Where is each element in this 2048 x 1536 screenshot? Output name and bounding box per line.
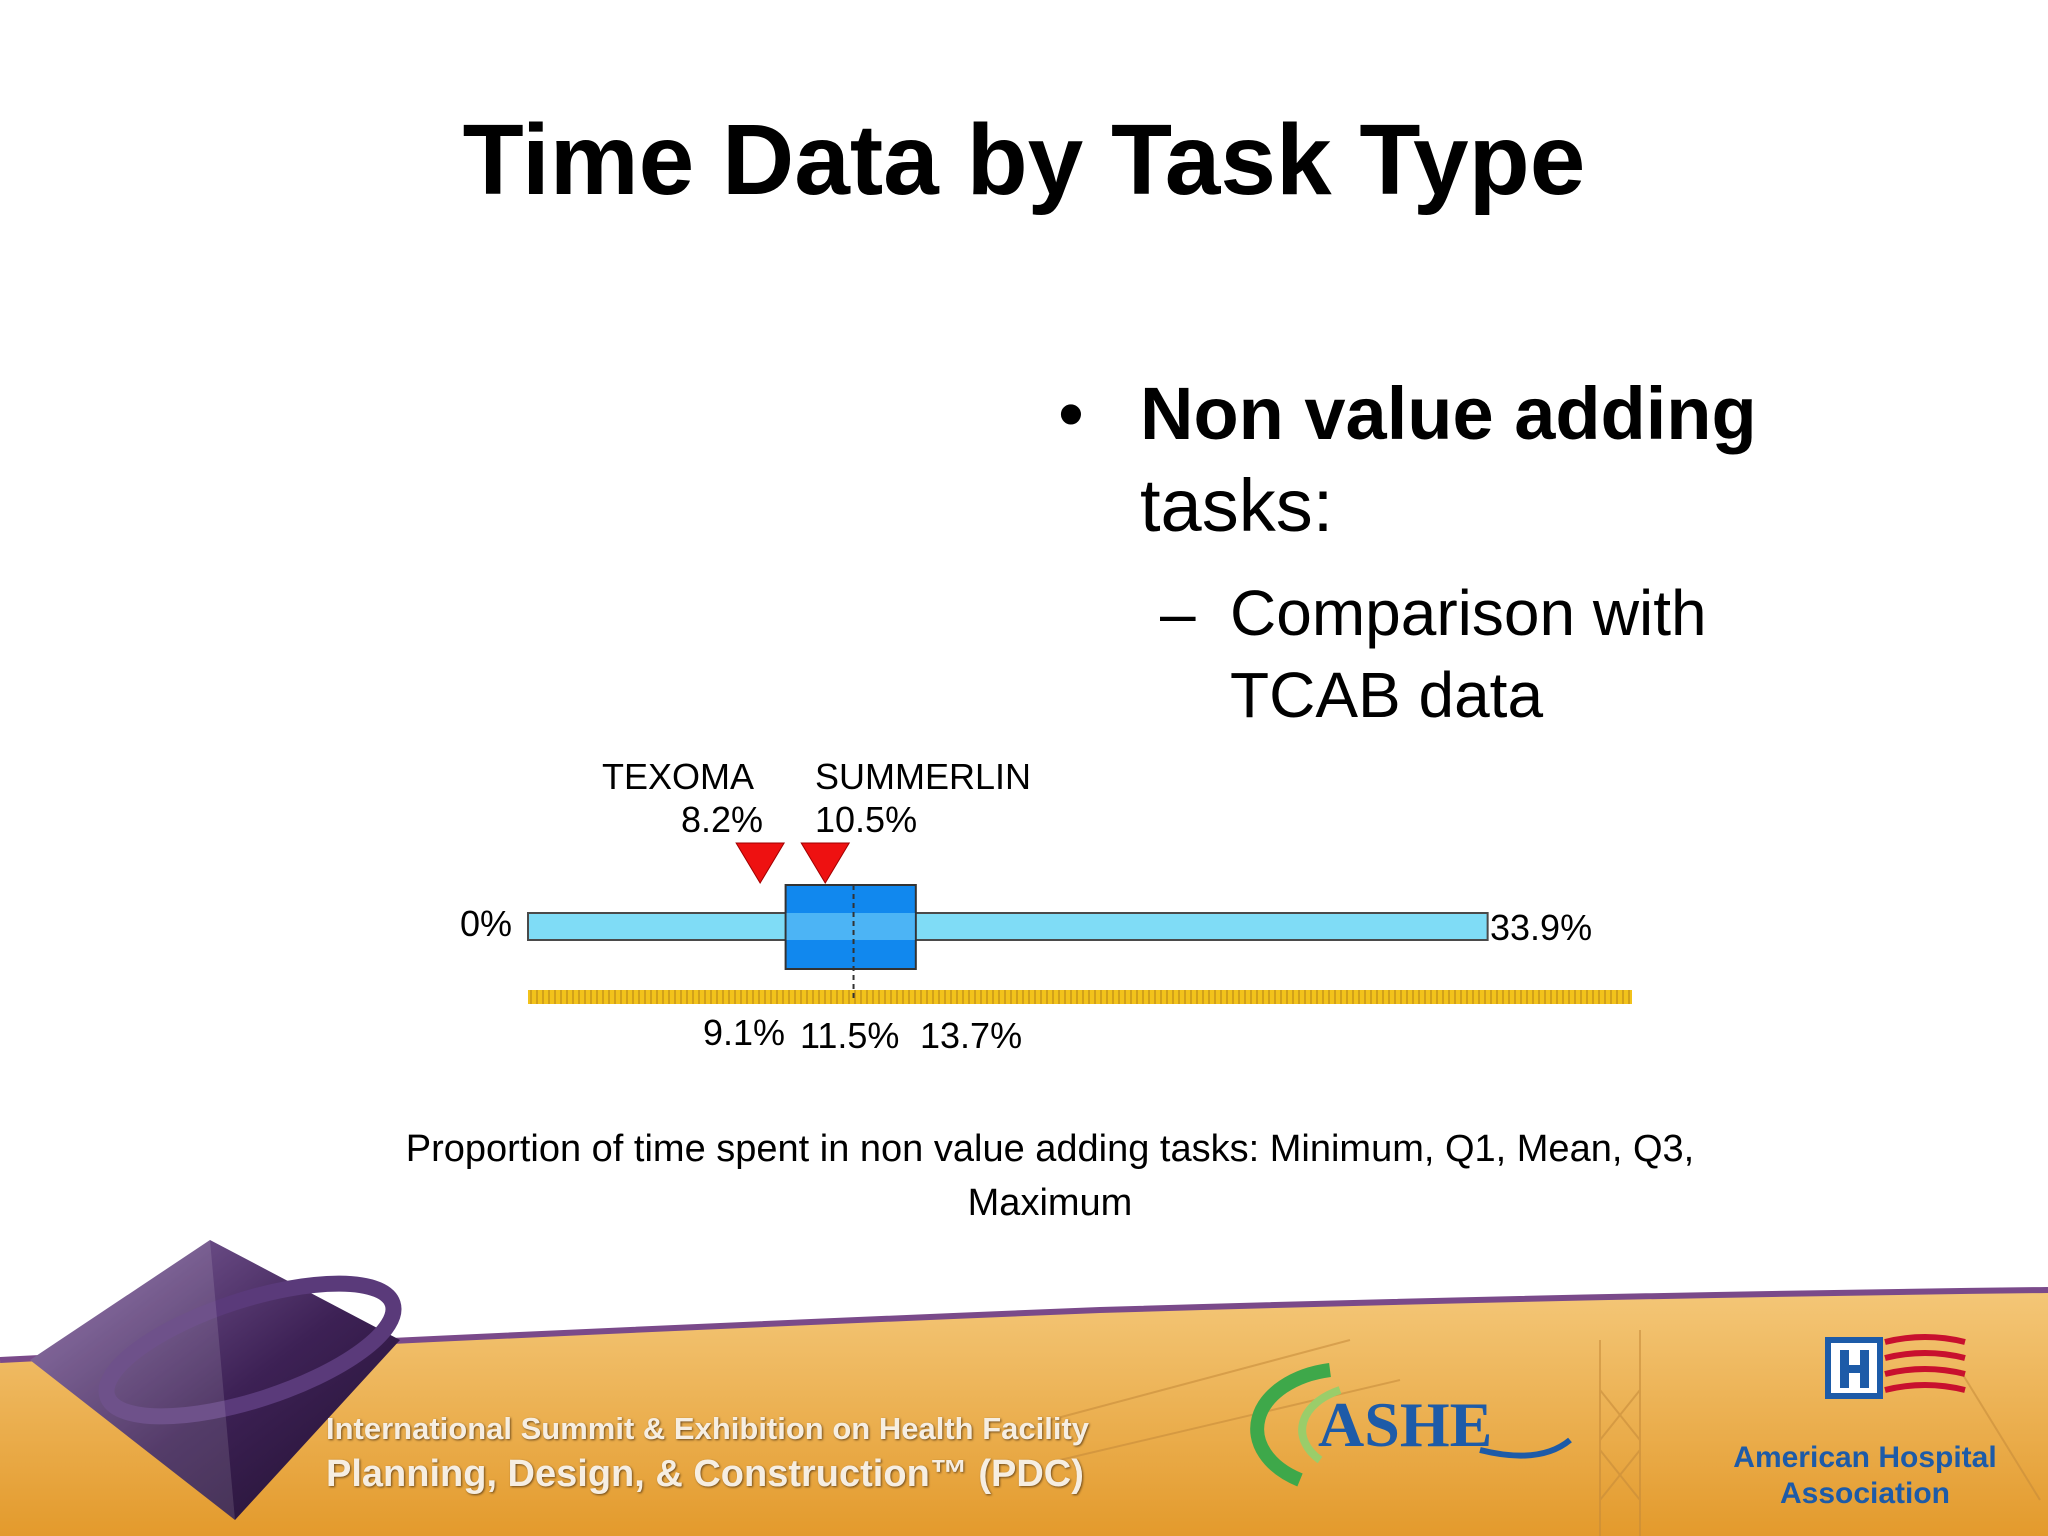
footer-banner — [0, 1240, 2048, 1536]
q1-label: 9.1% — [703, 1012, 785, 1053]
chart-caption: Proportion of time spent in non value ad… — [300, 1122, 1800, 1230]
marker-name-summerlin: SUMMERLIN — [815, 756, 1031, 797]
marker-group — [735, 842, 851, 884]
marker-triangle-summerlin — [800, 842, 851, 884]
ashe-logo — [1250, 1363, 1572, 1487]
summit-subtitle: Planning, Design, & Construction™ (PDC) — [326, 1453, 1084, 1495]
slide-title: Time Data by Task Type — [462, 104, 1586, 216]
min-label: 0% — [460, 903, 512, 944]
iqr-box-inner-band — [786, 913, 915, 940]
bullet-list: • Non value adding tasks: – Comparison w… — [1040, 368, 2000, 736]
bullet-rest-text: tasks: — [1140, 464, 1334, 547]
bullet-bold-text: Non value adding — [1140, 372, 1757, 455]
ashe-logo-text: ASHE — [1318, 1389, 1493, 1460]
mean-label: 11.5% — [800, 1015, 899, 1056]
q3-label: 13.7% — [920, 1015, 1022, 1056]
sub-bullet-item: – Comparison with TCAB data — [1040, 572, 2000, 736]
marker-name-texoma: TEXOMA — [602, 756, 754, 797]
marker-triangle-texoma — [735, 842, 786, 884]
sub-bullet-marker: – — [1160, 577, 1196, 649]
footer-band — [0, 1290, 2048, 1536]
bullet-item: • Non value adding tasks: — [1040, 368, 2000, 552]
blueprint-lines — [1049, 1330, 2041, 1536]
axis-band — [528, 990, 1632, 1004]
aha-logo-text: American Hospital Association — [1700, 1440, 2030, 1512]
sub-bullet-line2: TCAB data — [1230, 659, 1544, 731]
axis-ticks — [530, 990, 1630, 1004]
max-label: 33.9% — [1490, 907, 1592, 948]
bullet-marker: • — [1058, 372, 1084, 455]
marker-value-summerlin: 10.5% — [815, 799, 917, 840]
caption-line2: Maximum — [967, 1182, 1133, 1224]
aha-line1: American Hospital — [1733, 1441, 1997, 1474]
caption-line1: Proportion of time spent in non value ad… — [405, 1128, 1695, 1170]
diamond-logo — [30, 1240, 402, 1520]
marker-value-texoma: 8.2% — [681, 799, 763, 840]
aha-logo — [1825, 1334, 1966, 1399]
sub-bullet-line1: Comparison with — [1230, 577, 1707, 649]
aha-line2: Association — [1779, 1477, 1951, 1510]
summit-title: International Summit & Exhibition on Hea… — [326, 1411, 1090, 1446]
whisker-bar — [527, 912, 1489, 941]
